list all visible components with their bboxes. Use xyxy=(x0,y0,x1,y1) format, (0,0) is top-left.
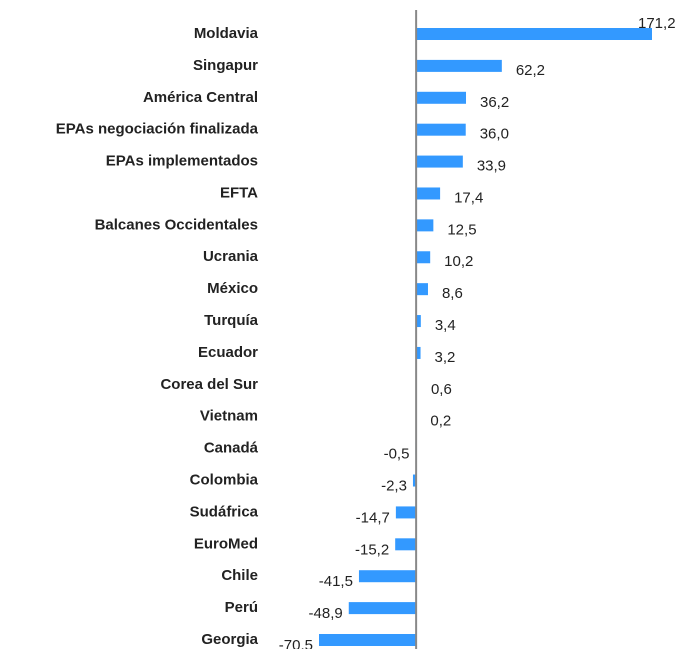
value-label: -0,5 xyxy=(384,446,410,463)
bar xyxy=(412,474,417,487)
category-label: Canadá xyxy=(204,440,259,457)
category-label: Perú xyxy=(225,599,258,616)
value-label: 171,2 xyxy=(638,15,676,32)
value-label: 8,6 xyxy=(442,285,463,302)
bar xyxy=(348,602,417,615)
category-label: Sudáfrica xyxy=(190,503,259,520)
category-label: Ucrania xyxy=(203,248,259,265)
bar xyxy=(416,28,652,40)
bar xyxy=(416,283,428,296)
bar xyxy=(416,315,421,328)
category-label: Balcanes Occidentales xyxy=(95,216,258,233)
value-label: -2,3 xyxy=(381,477,407,494)
value-label: -70,5 xyxy=(279,637,313,649)
category-label: México xyxy=(207,280,258,297)
bar xyxy=(416,346,421,359)
bar xyxy=(416,123,466,136)
value-label: 3,2 xyxy=(435,349,456,366)
category-label: Turquía xyxy=(204,312,259,329)
bar xyxy=(416,251,431,264)
category-label: América Central xyxy=(143,89,258,106)
value-label: -15,2 xyxy=(355,541,389,558)
category-label: Colombia xyxy=(190,471,259,488)
value-label: -41,5 xyxy=(319,573,353,590)
category-label: Singapur xyxy=(193,57,258,74)
value-label: 3,4 xyxy=(435,317,456,334)
bar xyxy=(416,187,441,200)
value-label: 12,5 xyxy=(447,221,476,238)
category-label: Georgia xyxy=(201,631,258,648)
value-label: 33,9 xyxy=(477,158,506,175)
bar xyxy=(416,91,467,104)
value-label: 36,2 xyxy=(480,94,509,111)
bar xyxy=(358,570,417,583)
bar xyxy=(395,538,417,551)
category-label: Vietnam xyxy=(200,408,258,425)
bar xyxy=(395,506,417,519)
category-label: EPAs negociación finalizada xyxy=(56,121,259,138)
value-label: 62,2 xyxy=(516,62,545,79)
value-label: 17,4 xyxy=(454,189,483,206)
category-label: Moldavia xyxy=(194,25,259,42)
value-label: 0,2 xyxy=(430,413,451,430)
category-label: EFTA xyxy=(220,184,258,201)
category-label: Ecuador xyxy=(198,344,258,361)
value-label: 10,2 xyxy=(444,253,473,270)
category-label: Chile xyxy=(221,567,258,584)
category-label: EPAs implementados xyxy=(106,153,258,170)
value-label: -48,9 xyxy=(309,605,343,622)
value-label: 0,6 xyxy=(431,381,452,398)
value-label: 36,0 xyxy=(480,126,509,143)
category-label: Corea del Sur xyxy=(160,376,258,393)
bar xyxy=(319,634,417,646)
value-label: -14,7 xyxy=(356,509,390,526)
category-label: EuroMed xyxy=(194,535,258,552)
bar xyxy=(416,59,502,72)
bar xyxy=(416,219,434,232)
bar xyxy=(416,155,463,168)
